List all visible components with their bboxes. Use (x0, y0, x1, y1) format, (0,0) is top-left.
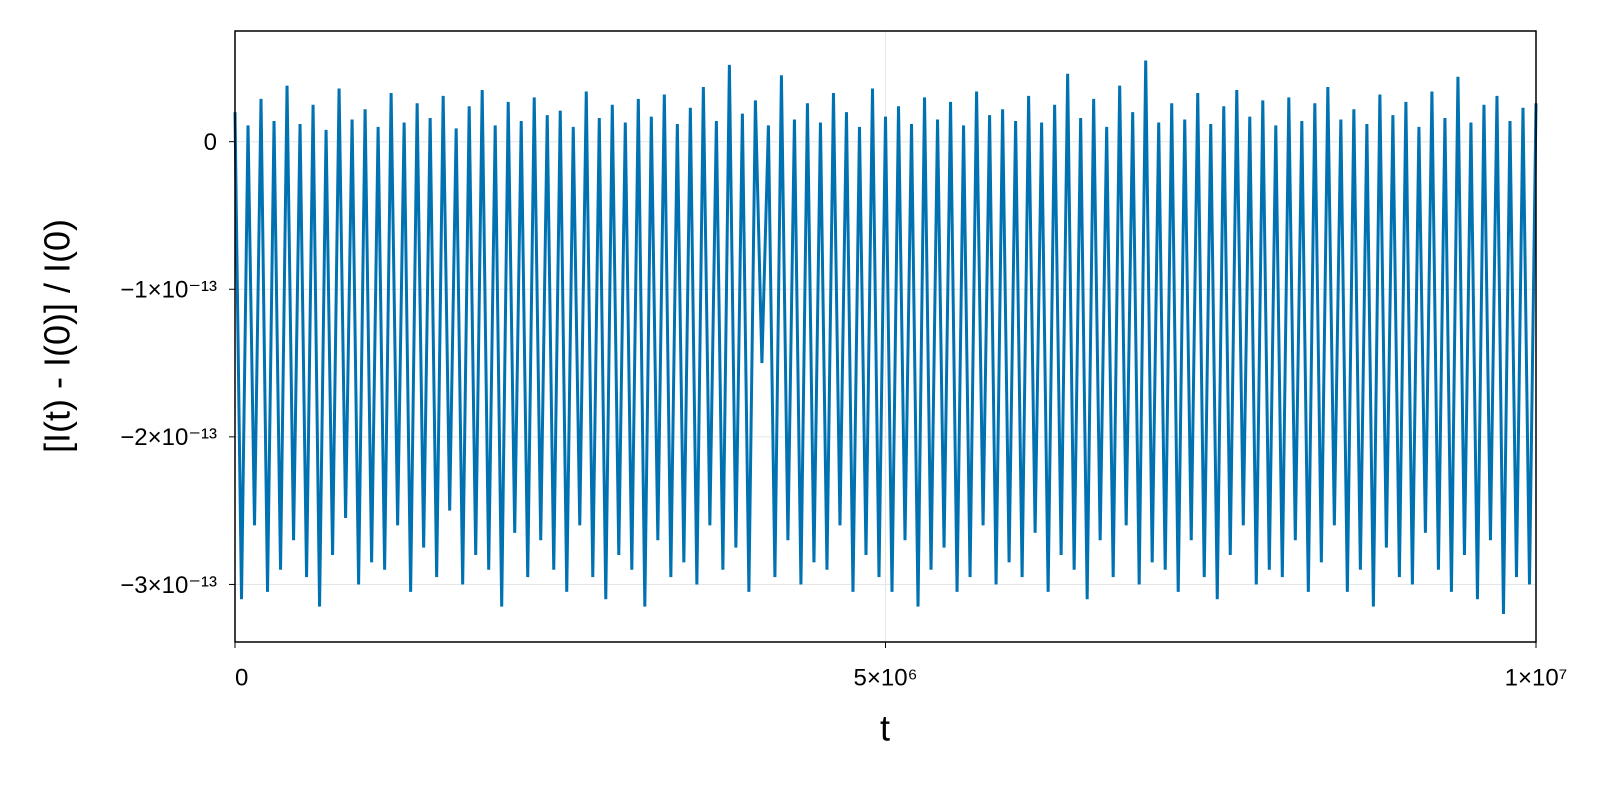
y-tick-label: −3×10⁻¹³ (120, 572, 217, 599)
x-axis-title: t (880, 708, 890, 749)
data-line (233, 60, 1538, 614)
y-tick-label: 0 (204, 129, 217, 156)
plot-frame (234, 30, 1537, 643)
x-tick-label: 5×10⁶ (854, 664, 918, 691)
y-tick-label: −2×10⁻¹³ (120, 424, 217, 451)
x-tick-label: 0 (235, 664, 248, 691)
y-axis-title: [I(t) - I(0)] / I(0) (37, 219, 78, 453)
y-tick-label: −1×10⁻¹³ (120, 277, 217, 304)
x-tick-label: 1×10⁷ (1505, 664, 1568, 691)
